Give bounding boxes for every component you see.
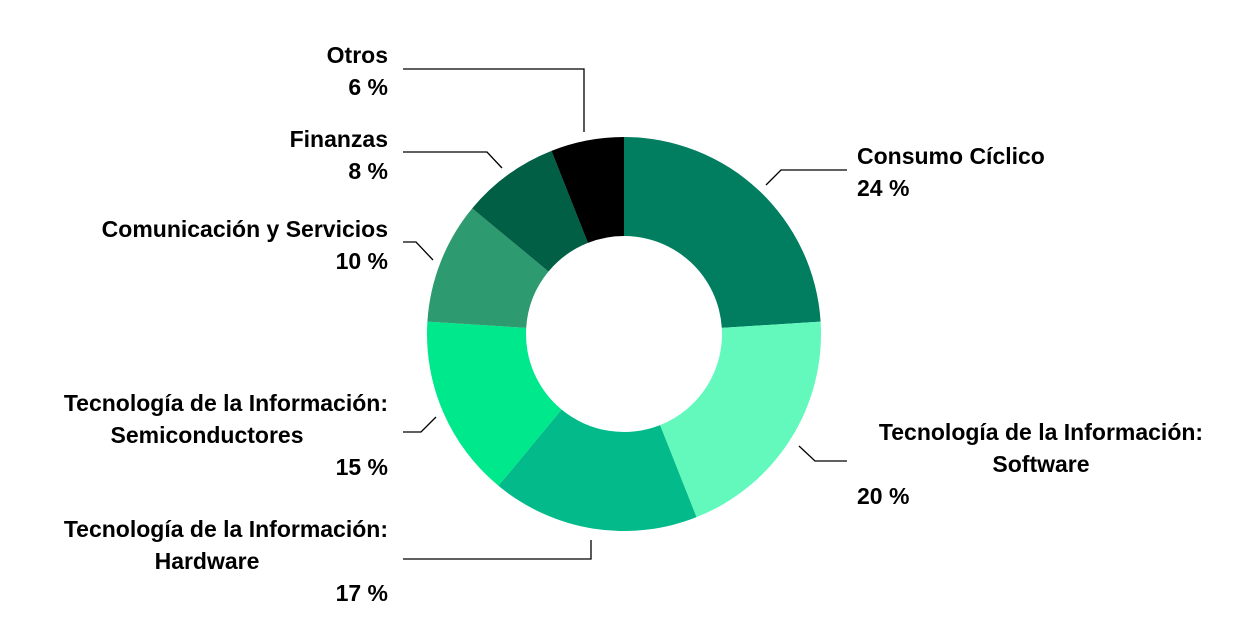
label-ti-semiconductores-line2: Semiconductores (111, 422, 304, 448)
slice-comunicacion-y-servicios (427, 208, 549, 328)
leader-line-comunicacion-servicios (403, 241, 434, 261)
value-ti-software: 20 % (857, 483, 909, 509)
leader-line-ti-software (798, 445, 847, 462)
leader-lines (403, 68, 847, 560)
label-ti-software-line1: Tecnología de la Información: (879, 419, 1203, 445)
slice-tecnologia-de-la-informacion-hardware (498, 409, 697, 531)
label-ti-hardware-line2: Hardware (155, 548, 260, 574)
value-consumo-ciclico: 24 % (857, 175, 909, 201)
leader-line-otros (403, 68, 585, 132)
slice-tecnologia-de-la-informacion-semiconductores (427, 321, 562, 486)
slice-consumo-ciclico (624, 137, 821, 328)
label-ti-software-line2: Software (992, 451, 1089, 477)
leader-line-consumo-ciclico (765, 169, 847, 186)
slice-otros (551, 137, 624, 243)
donut-slices (427, 137, 821, 531)
value-otros: 6 % (348, 74, 388, 100)
label-consumo-ciclico: Consumo Cíclico (857, 143, 1045, 169)
slice-tecnologia-de-la-informacion-software (660, 321, 821, 518)
label-finanzas: Finanzas (290, 126, 388, 152)
leader-line-ti-hardware (403, 540, 592, 560)
value-finanzas: 8 % (348, 158, 388, 184)
label-otros: Otros (327, 42, 388, 68)
label-ti-semiconductores-line1: Tecnología de la Información: (64, 390, 388, 416)
label-comunicacion-servicios: Comunicación y Servicios (102, 216, 388, 242)
leader-line-finanzas (403, 151, 503, 169)
value-ti-semiconductores: 15 % (336, 454, 388, 480)
slice-finanzas (472, 150, 588, 272)
value-ti-hardware: 17 % (336, 580, 388, 606)
value-comunicacion-servicios: 10 % (336, 248, 388, 274)
leader-line-ti-semiconductores (403, 416, 437, 433)
label-ti-hardware-line1: Tecnología de la Información: (64, 516, 388, 542)
